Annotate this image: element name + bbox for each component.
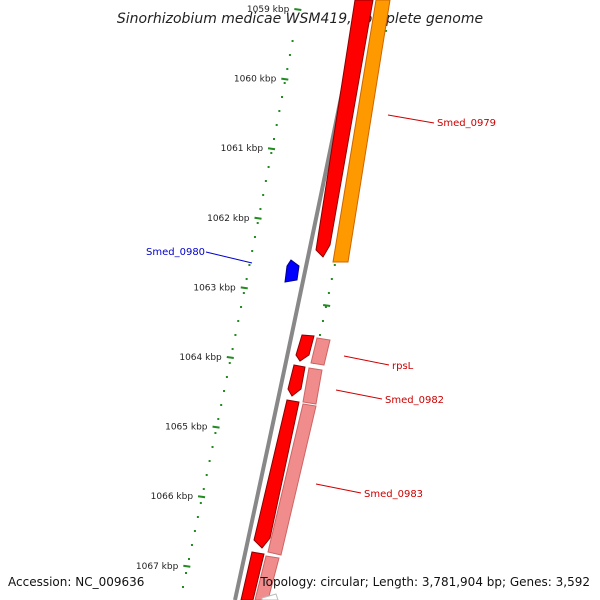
leader-smed-0982 xyxy=(335,389,383,400)
major-tick xyxy=(183,564,191,568)
label-smed-0979: Smed_0979 xyxy=(437,118,496,129)
track-dot xyxy=(234,334,237,336)
track-dot xyxy=(220,404,223,406)
cds-smed-0982[interactable] xyxy=(287,364,306,397)
major-tick xyxy=(267,147,276,151)
tick-label: 1066 kbp xyxy=(151,492,194,502)
accession: Accession: NC_009636 xyxy=(8,575,144,589)
track-dot xyxy=(272,138,275,140)
label-smed-0982: Smed_0982 xyxy=(385,395,444,406)
leader-smed-0980 xyxy=(205,251,253,264)
track-dot xyxy=(217,418,220,420)
track-dot xyxy=(223,390,226,392)
track-dot xyxy=(196,516,199,518)
major-tick xyxy=(254,216,262,220)
track-dot xyxy=(251,250,254,252)
label-smed-0980: Smed_0980 xyxy=(146,247,205,258)
track-dot xyxy=(286,68,289,70)
map-title: Sinorhizobium medicae WSM419, complete g… xyxy=(117,11,483,27)
tick-label: 1059 kbp xyxy=(247,5,290,15)
genome-summary: Topology: circular; Length: 3,781,904 bp… xyxy=(259,575,590,589)
track-dot xyxy=(264,180,267,182)
tick-label: 1067 kbp xyxy=(136,562,179,572)
gene-rpsl[interactable] xyxy=(310,337,331,366)
major-tick xyxy=(240,286,248,290)
leader-rpsl xyxy=(343,355,390,366)
leader-smed-0983 xyxy=(315,483,362,494)
tick-label: 1065 kbp xyxy=(165,423,208,433)
track-dot xyxy=(187,558,190,560)
major-tick xyxy=(226,356,234,359)
track-dot xyxy=(211,446,214,448)
track-dot xyxy=(275,124,278,126)
track-dot xyxy=(240,306,243,308)
tick-label: 1064 kbp xyxy=(179,353,222,363)
track-dot xyxy=(182,586,185,588)
major-tick xyxy=(212,425,220,429)
cds-next[interactable] xyxy=(240,551,265,600)
track-dot xyxy=(193,530,196,532)
cds-smed-0979[interactable] xyxy=(315,0,374,258)
label-rpsl: rpsL xyxy=(392,361,414,372)
cds-smed-0980[interactable] xyxy=(284,259,300,283)
track-dot xyxy=(283,82,286,84)
track-dot-right xyxy=(333,264,336,266)
major-tick xyxy=(281,77,289,81)
track-dot xyxy=(256,222,259,224)
tick-label: 1060 kbp xyxy=(234,75,277,85)
label-smed-0983: Smed_0983 xyxy=(364,489,423,500)
track-dot xyxy=(281,96,284,98)
track-dot xyxy=(267,166,270,168)
leader-smed-0979 xyxy=(387,114,435,124)
track-dot xyxy=(202,488,205,490)
tick-label: 1061 kbp xyxy=(221,144,264,154)
track-dot xyxy=(242,292,245,294)
track-dot xyxy=(291,40,294,42)
track-dot xyxy=(208,460,211,462)
feature-edge xyxy=(261,593,279,600)
track-dot xyxy=(259,208,262,210)
track-dot xyxy=(228,362,231,364)
track-dot-right xyxy=(330,278,333,280)
track-dot xyxy=(231,348,234,350)
cds-smed-0983[interactable] xyxy=(253,399,300,549)
gene-smed-0982[interactable] xyxy=(302,367,323,405)
track-dot xyxy=(245,278,248,280)
track-dot xyxy=(237,320,240,322)
track-dot xyxy=(225,376,228,378)
track-dot xyxy=(248,264,251,266)
track-dot xyxy=(199,502,202,504)
track-dot-right xyxy=(327,292,330,294)
minor-tick-right xyxy=(322,304,331,307)
track-dot-right xyxy=(324,306,327,308)
track-dot xyxy=(288,54,291,56)
track-dot xyxy=(190,544,193,546)
major-tick xyxy=(294,8,302,11)
tick-label: 1063 kbp xyxy=(193,283,236,293)
track-dot xyxy=(278,110,281,112)
track-dot xyxy=(214,432,217,434)
tick-label: 1062 kbp xyxy=(207,214,250,224)
track-dot xyxy=(253,236,256,238)
cds-rpsl[interactable] xyxy=(295,334,315,362)
track-dot xyxy=(185,572,188,574)
major-tick xyxy=(197,495,206,499)
track-dot xyxy=(262,194,265,196)
gene-next[interactable] xyxy=(254,555,280,600)
track-dot-right xyxy=(318,334,321,336)
tick-track: 1059 kbp 1060 kbp 1061 kbp 1062 kbp 1063 kbp… xyxy=(136,5,302,588)
gene-smed-0979[interactable] xyxy=(332,0,391,263)
track-dot-right xyxy=(321,320,324,322)
gene-smed-0983[interactable] xyxy=(267,403,317,556)
track-dot xyxy=(270,152,273,154)
track-dot xyxy=(205,474,208,476)
